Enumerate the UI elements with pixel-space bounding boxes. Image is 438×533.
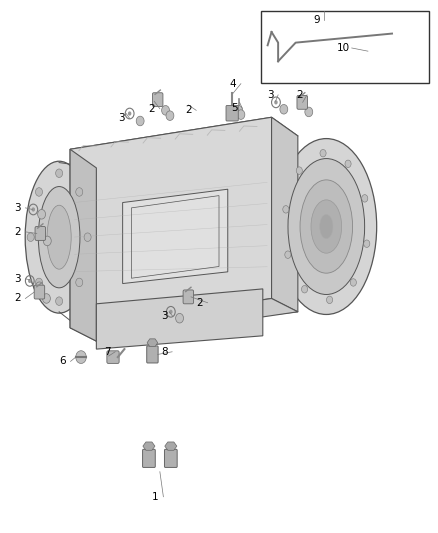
FancyBboxPatch shape [35, 227, 46, 240]
Circle shape [32, 207, 35, 212]
Text: 2: 2 [296, 90, 303, 100]
Circle shape [43, 236, 51, 246]
FancyBboxPatch shape [297, 95, 307, 109]
Text: 5: 5 [231, 103, 238, 113]
Circle shape [38, 209, 46, 219]
Bar [261, 11, 429, 83]
Text: 10: 10 [337, 43, 350, 53]
Circle shape [76, 351, 86, 364]
Text: 9: 9 [313, 15, 320, 25]
Ellipse shape [300, 180, 353, 273]
FancyBboxPatch shape [226, 106, 238, 121]
Circle shape [56, 169, 63, 177]
Text: 3: 3 [14, 203, 21, 213]
Circle shape [28, 279, 32, 283]
FancyBboxPatch shape [34, 285, 45, 299]
Circle shape [305, 107, 313, 117]
Polygon shape [147, 339, 158, 346]
Circle shape [176, 313, 184, 323]
Text: 2: 2 [148, 104, 155, 114]
Circle shape [345, 160, 351, 167]
Polygon shape [165, 442, 177, 450]
Text: 3: 3 [267, 90, 274, 100]
Polygon shape [123, 189, 228, 284]
Circle shape [285, 251, 291, 259]
Text: 3: 3 [161, 311, 168, 321]
Circle shape [362, 195, 368, 202]
Circle shape [35, 188, 42, 196]
Ellipse shape [320, 215, 333, 239]
Circle shape [136, 116, 144, 126]
FancyBboxPatch shape [107, 351, 119, 364]
Circle shape [42, 294, 50, 303]
Circle shape [162, 106, 170, 115]
Circle shape [84, 233, 91, 241]
Circle shape [326, 296, 332, 304]
Circle shape [283, 206, 289, 213]
Circle shape [350, 279, 357, 286]
Circle shape [76, 188, 83, 196]
Ellipse shape [311, 200, 342, 253]
Polygon shape [70, 149, 96, 341]
FancyBboxPatch shape [147, 346, 158, 363]
Circle shape [27, 233, 34, 241]
Text: 1: 1 [152, 492, 159, 502]
FancyBboxPatch shape [164, 449, 177, 467]
Circle shape [274, 100, 278, 104]
Text: 8: 8 [161, 347, 168, 357]
Circle shape [169, 310, 173, 314]
FancyBboxPatch shape [183, 290, 194, 304]
Circle shape [76, 278, 83, 287]
Circle shape [35, 282, 43, 292]
Ellipse shape [25, 161, 93, 313]
Polygon shape [143, 442, 155, 450]
Text: 2: 2 [196, 298, 203, 308]
Polygon shape [96, 289, 263, 349]
Circle shape [280, 104, 288, 114]
Text: 2: 2 [185, 106, 192, 115]
Circle shape [301, 286, 307, 293]
Text: 2: 2 [14, 294, 21, 303]
Ellipse shape [39, 187, 80, 288]
Circle shape [296, 167, 302, 174]
Polygon shape [70, 298, 298, 341]
Polygon shape [272, 117, 298, 312]
Circle shape [320, 149, 326, 157]
Ellipse shape [288, 159, 364, 295]
Text: 3: 3 [118, 114, 125, 123]
Circle shape [237, 110, 245, 119]
FancyBboxPatch shape [152, 93, 163, 107]
Circle shape [56, 297, 63, 305]
Circle shape [390, 27, 399, 38]
Circle shape [235, 106, 243, 115]
Ellipse shape [276, 139, 377, 314]
Circle shape [364, 240, 370, 247]
Polygon shape [70, 117, 298, 168]
Polygon shape [70, 117, 272, 328]
Text: 4: 4 [230, 79, 237, 88]
Circle shape [128, 111, 131, 116]
Circle shape [166, 111, 174, 120]
Ellipse shape [47, 205, 71, 269]
Text: 3: 3 [14, 274, 21, 284]
Text: 6: 6 [59, 357, 66, 366]
Text: 7: 7 [104, 347, 111, 357]
FancyBboxPatch shape [143, 449, 155, 467]
Circle shape [35, 278, 42, 287]
Text: 2: 2 [14, 227, 21, 237]
